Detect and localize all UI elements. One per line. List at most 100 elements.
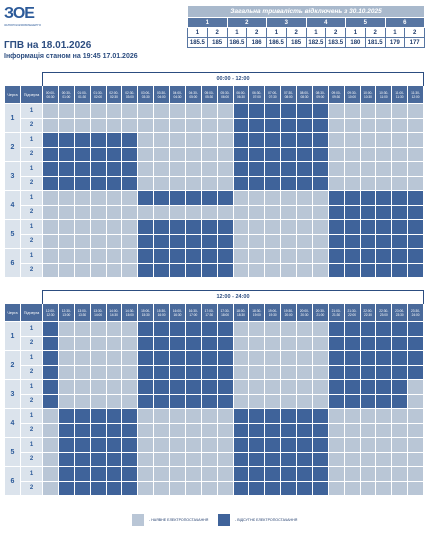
slot-power-on xyxy=(137,204,155,220)
slot-power-on xyxy=(264,233,282,249)
slot-power-off xyxy=(343,379,361,395)
slot-power-off xyxy=(105,161,123,177)
subqueue-label: 1 xyxy=(20,219,43,235)
slot-power-on xyxy=(327,466,345,482)
slot-power-on xyxy=(391,117,409,133)
summary-duration-value: 185.5 xyxy=(187,37,208,48)
slot-power-on xyxy=(153,161,170,177)
slot-power-on xyxy=(57,219,75,235)
slot-power-on xyxy=(248,233,266,249)
slot-power-off xyxy=(264,437,282,453)
slot-power-off xyxy=(137,335,155,351)
slot-power-on xyxy=(264,248,282,264)
slot-power-on xyxy=(343,132,361,148)
slot-power-off xyxy=(375,393,393,409)
subqueue-column-header: Підчерга xyxy=(20,85,43,104)
slot-power-on xyxy=(42,219,59,235)
slot-power-off xyxy=(327,204,345,220)
slot-power-on xyxy=(89,117,107,133)
slot-power-off xyxy=(153,379,170,395)
slot-power-on xyxy=(89,103,107,119)
slot-power-off xyxy=(359,321,377,337)
slot-power-on xyxy=(73,248,91,264)
queue-label: 3 xyxy=(4,379,21,409)
schedule-row: 2 xyxy=(5,451,424,467)
slot-power-off xyxy=(216,364,234,380)
slot-power-off xyxy=(264,161,282,177)
slot-power-on xyxy=(184,175,202,191)
slot-power-off xyxy=(42,335,59,351)
slot-power-on xyxy=(296,321,313,337)
queue-label: 1 xyxy=(4,103,21,133)
slot-power-off xyxy=(391,350,409,366)
time-slot-header: 16:30- 17:00 xyxy=(184,303,202,322)
slot-power-off xyxy=(89,451,107,467)
slot-power-off xyxy=(375,233,393,249)
slot-power-off xyxy=(216,219,234,235)
slot-power-on xyxy=(359,422,377,438)
slot-power-on xyxy=(407,422,424,438)
slot-power-off xyxy=(121,175,139,191)
time-slot-header: 01:00- 01:30 xyxy=(73,85,91,104)
slot-power-off xyxy=(264,451,282,467)
slot-power-off xyxy=(137,262,155,278)
slot-power-off xyxy=(327,364,345,380)
summary-duration-value: 183.5 xyxy=(325,37,346,48)
slot-power-off xyxy=(232,480,250,496)
slot-power-off xyxy=(200,219,218,235)
slot-power-off xyxy=(327,350,345,366)
time-slot-header: 08:00- 08:30 xyxy=(296,85,313,104)
slot-power-off xyxy=(216,262,234,278)
time-slot-header: 18:30- 19:00 xyxy=(248,303,266,322)
slot-power-on xyxy=(280,262,297,278)
slot-power-off xyxy=(42,393,59,409)
slot-power-off xyxy=(296,117,313,133)
slot-power-off xyxy=(137,248,155,264)
subqueue-label: 1 xyxy=(20,437,43,453)
slot-power-on xyxy=(232,262,250,278)
slot-power-on xyxy=(105,335,123,351)
slot-power-on xyxy=(407,466,424,482)
slot-power-off xyxy=(327,321,345,337)
summary-subqueue: 2 xyxy=(246,27,267,38)
slot-power-off xyxy=(153,219,170,235)
slot-power-off xyxy=(407,204,424,220)
subqueue-label: 2 xyxy=(20,262,43,278)
slot-power-off xyxy=(105,480,123,496)
subqueue-label: 1 xyxy=(20,350,43,366)
slot-power-off xyxy=(311,408,329,424)
slot-power-on xyxy=(121,219,139,235)
subqueue-label: 2 xyxy=(20,480,43,496)
slot-power-off xyxy=(121,408,139,424)
slot-power-on xyxy=(42,248,59,264)
slot-power-off xyxy=(105,466,123,482)
slot-power-off xyxy=(105,437,123,453)
slot-power-off xyxy=(248,161,266,177)
slot-power-off xyxy=(105,451,123,467)
slot-power-on xyxy=(184,437,202,453)
slot-power-on xyxy=(248,204,266,220)
slot-power-on xyxy=(42,262,59,278)
slot-power-off xyxy=(407,262,424,278)
schedule-row: 2 xyxy=(5,480,424,496)
slot-power-on xyxy=(232,248,250,264)
slot-power-off xyxy=(343,233,361,249)
slot-power-on xyxy=(216,117,234,133)
slot-power-off xyxy=(248,175,266,191)
queue-label: 6 xyxy=(4,248,21,278)
slot-power-off xyxy=(359,233,377,249)
slot-power-on xyxy=(280,248,297,264)
slot-power-on xyxy=(89,393,107,409)
slot-power-off xyxy=(42,321,59,337)
slot-power-off xyxy=(73,466,91,482)
schedule-row: 2 xyxy=(5,204,424,220)
summary-queue-2: 2 xyxy=(226,17,267,28)
time-slot-header: 20:30- 21:00 xyxy=(311,303,329,322)
time-slot-header: 21:30- 22:00 xyxy=(343,303,361,322)
summary-duration-value: 180 xyxy=(345,37,366,48)
time-slot-header: 09:00- 09:30 xyxy=(327,85,345,104)
slot-power-on xyxy=(280,350,297,366)
